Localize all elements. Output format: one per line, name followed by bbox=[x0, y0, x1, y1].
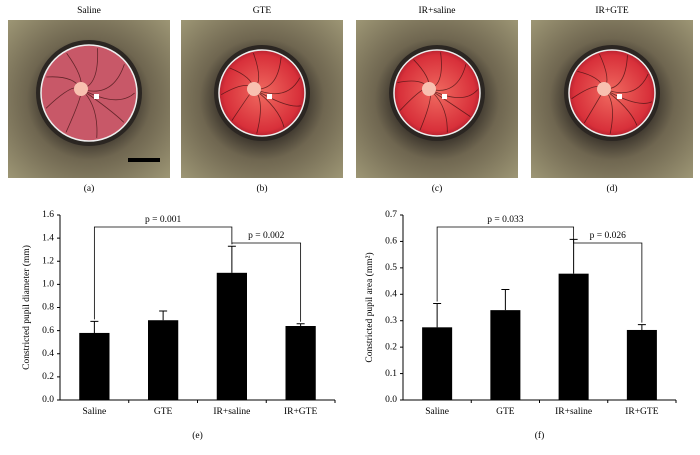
panel-label: (b) bbox=[256, 183, 267, 194]
annotation: p = 0.002 bbox=[248, 231, 284, 241]
bar bbox=[148, 320, 179, 400]
bar bbox=[79, 332, 110, 400]
photo-title: GTE bbox=[253, 6, 272, 16]
x-tick-label: IR+GTE bbox=[284, 407, 318, 417]
optic-disc bbox=[247, 82, 261, 96]
bar bbox=[285, 326, 316, 400]
scale-bar bbox=[128, 158, 160, 162]
y-tick-label: 0.6 bbox=[42, 326, 54, 336]
optic-disc bbox=[597, 82, 611, 96]
x-tick-label: IR+saline bbox=[555, 407, 592, 417]
y-tick-label: 0.2 bbox=[42, 372, 54, 382]
pupil bbox=[218, 49, 306, 137]
panel-label: (f) bbox=[535, 430, 545, 441]
x-tick-label: GTE bbox=[154, 407, 173, 417]
error-bar bbox=[569, 238, 578, 274]
error-bar bbox=[433, 303, 442, 328]
panel-label: (e) bbox=[192, 430, 203, 441]
reflex bbox=[442, 94, 447, 99]
y-tick-label: 0.7 bbox=[385, 210, 397, 220]
panel-label: (d) bbox=[606, 183, 617, 194]
bar bbox=[422, 327, 453, 400]
y-axis-label: Constricted pupil area (mm²) bbox=[364, 252, 375, 362]
y-tick-label: 0.8 bbox=[42, 303, 54, 313]
photo-title: IR+GTE bbox=[595, 6, 629, 16]
error-bar bbox=[90, 320, 99, 333]
error-bar bbox=[296, 323, 305, 326]
x-tick-label: Saline bbox=[83, 407, 107, 417]
significance-bracket bbox=[573, 237, 643, 323]
significance-bracket bbox=[436, 226, 575, 302]
y-axis-label: Constricted pupil diameter (mm) bbox=[21, 245, 32, 370]
reflex bbox=[617, 94, 622, 99]
panel-label: (c) bbox=[432, 183, 443, 194]
bar bbox=[490, 310, 521, 400]
error-bar bbox=[159, 310, 168, 321]
y-tick-label: 0.6 bbox=[385, 237, 397, 247]
annotation: p = 0.033 bbox=[487, 215, 523, 225]
error-bar bbox=[637, 324, 646, 330]
y-tick-label: 0.0 bbox=[42, 395, 54, 405]
reflex bbox=[94, 94, 99, 99]
x-tick-label: IR+saline bbox=[213, 407, 250, 417]
y-tick-label: 0.5 bbox=[385, 263, 397, 273]
y-tick-label: 0.0 bbox=[385, 395, 397, 405]
y-tick-label: 0.3 bbox=[385, 316, 397, 326]
optic-disc bbox=[422, 82, 436, 96]
significance-bracket bbox=[231, 242, 302, 322]
optic-disc bbox=[74, 82, 88, 96]
y-tick-label: 0.2 bbox=[385, 342, 397, 352]
bar bbox=[216, 272, 247, 400]
y-tick-label: 0.1 bbox=[385, 369, 397, 379]
error-bar bbox=[227, 245, 236, 273]
y-tick-label: 1.2 bbox=[42, 256, 54, 266]
photo-title: Saline bbox=[77, 6, 101, 16]
y-tick-label: 1.0 bbox=[42, 280, 54, 290]
significance-bracket bbox=[93, 226, 233, 320]
x-tick-label: IR+GTE bbox=[625, 407, 659, 417]
reflex bbox=[267, 94, 272, 99]
x-tick-label: GTE bbox=[496, 407, 515, 417]
photo-title: IR+saline bbox=[418, 6, 455, 16]
y-tick-label: 1.6 bbox=[42, 210, 54, 220]
annotation: p = 0.026 bbox=[590, 231, 626, 241]
x-tick-label: Saline bbox=[425, 407, 449, 417]
bar bbox=[558, 273, 589, 400]
bar bbox=[626, 329, 657, 400]
annotation: p = 0.001 bbox=[145, 215, 181, 225]
error-bar bbox=[501, 289, 510, 311]
panel-label: (a) bbox=[84, 183, 95, 194]
y-tick-label: 0.4 bbox=[42, 349, 54, 359]
y-tick-label: 1.4 bbox=[42, 233, 54, 243]
y-tick-label: 0.4 bbox=[385, 289, 397, 299]
